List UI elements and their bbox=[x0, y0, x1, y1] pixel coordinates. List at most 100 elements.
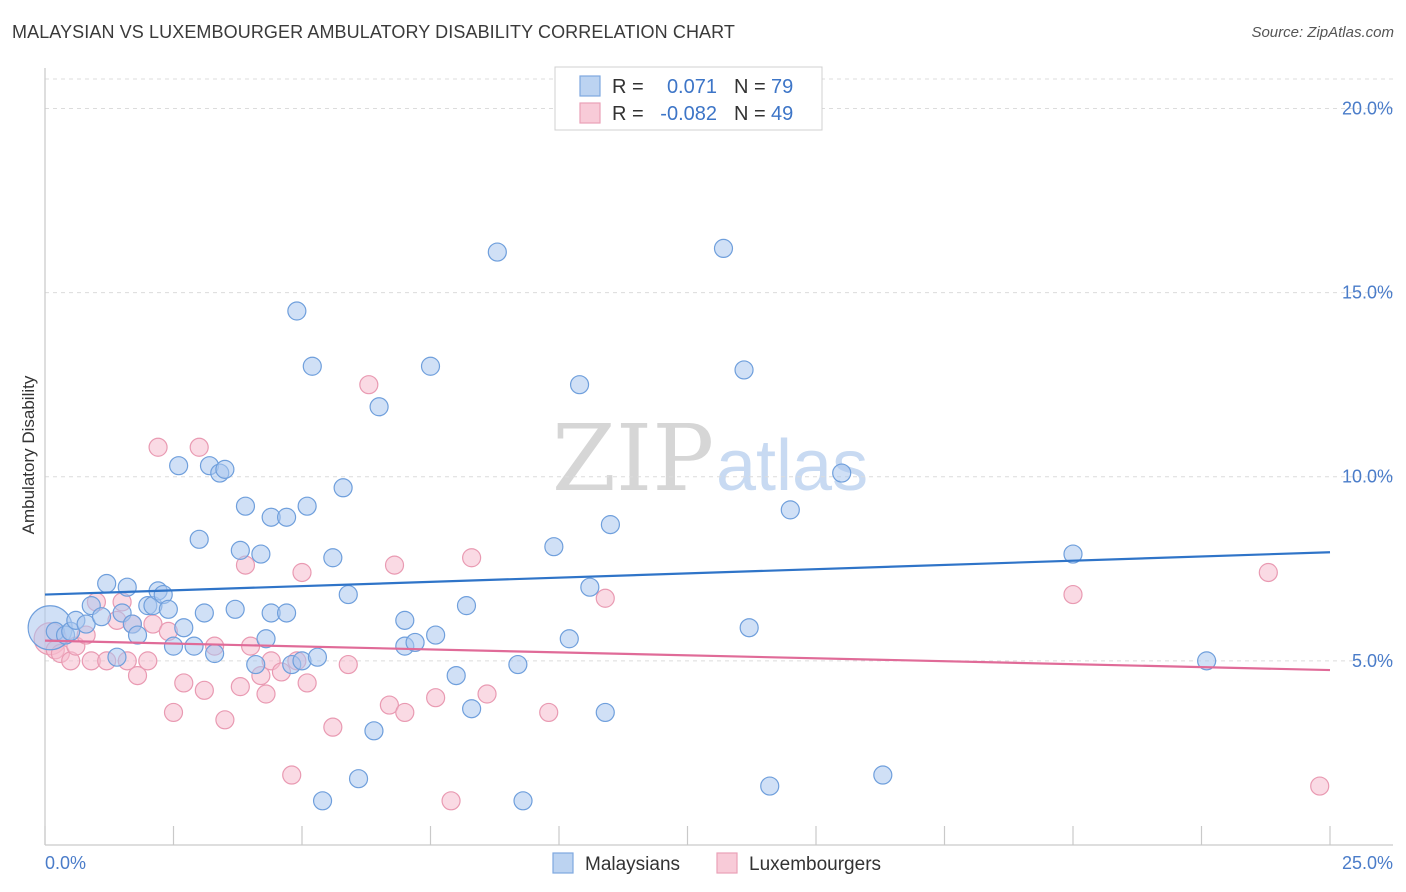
malaysians-point bbox=[446, 665, 466, 686]
malaysians-point bbox=[462, 699, 482, 719]
legend-n-label-2: N = bbox=[734, 103, 766, 125]
malaysians-point bbox=[97, 573, 117, 594]
luxembourgers-point bbox=[462, 548, 482, 568]
legend-n-value-2: 49 bbox=[771, 103, 793, 125]
malaysians-point bbox=[873, 765, 893, 785]
luxembourgers-point bbox=[323, 717, 343, 737]
luxembourgers-point bbox=[338, 654, 358, 675]
malaysians-point bbox=[1197, 651, 1217, 671]
luxembourgers-point bbox=[1063, 584, 1083, 605]
luxembourgers-point bbox=[230, 677, 250, 697]
luxembourgers-point bbox=[292, 562, 312, 583]
legend-r-label-2: R = bbox=[612, 103, 644, 125]
malaysians-point bbox=[600, 515, 621, 535]
malaysians-point bbox=[713, 238, 734, 259]
malaysians-point bbox=[364, 721, 384, 741]
legend-swatch-luxembourgers bbox=[579, 102, 601, 124]
malaysians-point bbox=[405, 632, 425, 653]
luxembourgers-point bbox=[477, 684, 497, 704]
malaysians-point bbox=[127, 625, 148, 645]
malaysians-point bbox=[426, 625, 446, 645]
malaysians-point bbox=[307, 647, 328, 667]
luxembourgers-point bbox=[1258, 562, 1278, 583]
malaysians-point bbox=[174, 618, 194, 638]
luxembourgers-point bbox=[282, 765, 302, 785]
stats-legend: R = 0.071 N = 79 R = -0.082 N = 49 bbox=[554, 66, 823, 131]
luxembourgers-point bbox=[127, 665, 148, 686]
malaysians-point bbox=[508, 654, 528, 675]
malaysians-point bbox=[1063, 544, 1083, 564]
malaysians-point bbox=[246, 654, 266, 675]
malaysians-point bbox=[76, 614, 96, 634]
luxembourgers-point bbox=[441, 791, 461, 811]
malaysians-point bbox=[513, 791, 533, 811]
chart-title: MALAYSIAN VS LUXEMBOURGER AMBULATORY DIS… bbox=[12, 22, 736, 42]
malaysians-point bbox=[739, 618, 759, 638]
malaysians-point bbox=[215, 459, 235, 479]
luxembourgers-point bbox=[297, 673, 317, 693]
malaysians-point bbox=[158, 599, 178, 619]
malaysians-point bbox=[832, 463, 852, 483]
luxembourgers-point bbox=[215, 710, 235, 730]
malaysians-point bbox=[302, 356, 322, 376]
malaysians-point bbox=[276, 603, 297, 623]
malaysians-point bbox=[117, 577, 137, 597]
malaysians-point bbox=[338, 584, 358, 605]
malaysians-point bbox=[544, 537, 564, 557]
luxembourgers-point bbox=[384, 555, 405, 575]
legend-n-label-1: N = bbox=[734, 76, 766, 98]
luxembourgers-point bbox=[138, 651, 158, 671]
malaysians-point bbox=[107, 647, 127, 667]
malaysians-point bbox=[287, 301, 307, 321]
malaysians-point bbox=[734, 360, 754, 380]
luxembourgers-point bbox=[1310, 776, 1330, 796]
source-attribution: Source: ZipAtlas.com bbox=[1251, 24, 1394, 41]
luxembourgers-point bbox=[163, 702, 184, 723]
series-legend-swatch-malaysians bbox=[552, 852, 574, 874]
y-tick-labels: 5.0% 10.0% 15.0% 20.0% bbox=[1342, 98, 1393, 670]
luxembourgers-point bbox=[174, 673, 194, 693]
luxembourgers-point bbox=[379, 695, 399, 715]
y-tick-label: 10.0% bbox=[1342, 467, 1393, 487]
legend-n-value-1: 79 bbox=[771, 76, 793, 98]
malaysians-point bbox=[184, 636, 204, 656]
series-legend: Malaysians Luxembourgers bbox=[552, 852, 881, 875]
y-tick-label: 15.0% bbox=[1342, 283, 1393, 303]
malaysians-point bbox=[323, 548, 343, 568]
malaysians-point bbox=[569, 375, 590, 395]
malaysians-point bbox=[205, 643, 225, 664]
malaysians-point bbox=[369, 397, 389, 417]
luxembourgers-point bbox=[426, 688, 446, 708]
watermark-zip: ZIP bbox=[552, 405, 714, 512]
legend-r-value-2: -0.082 bbox=[660, 103, 717, 125]
malaysians-point bbox=[760, 776, 780, 796]
y-tick-label: 5.0% bbox=[1352, 651, 1393, 671]
luxembourgers-trend-line bbox=[44, 639, 1331, 672]
luxembourgers-point bbox=[595, 588, 615, 608]
malaysians-points bbox=[27, 238, 1217, 811]
legend-swatch-malaysians bbox=[579, 75, 601, 97]
malaysians-point bbox=[189, 529, 209, 549]
malaysians-point bbox=[91, 607, 112, 627]
x-axis-ticks bbox=[44, 826, 1331, 845]
series-legend-label-luxembourgers: Luxembourgers bbox=[749, 854, 881, 875]
malaysians-point bbox=[595, 702, 615, 723]
malaysians-point bbox=[780, 500, 800, 520]
series-legend-label-malaysians: Malaysians bbox=[585, 854, 680, 875]
legend-r-value-1: 0.071 bbox=[667, 76, 717, 98]
y-axis-label: Ambulatory Disability bbox=[19, 375, 38, 534]
malaysians-trend-line bbox=[44, 551, 1331, 596]
malaysians-point bbox=[333, 478, 353, 498]
series-legend-swatch-luxembourgers bbox=[716, 852, 738, 874]
malaysians-point bbox=[256, 629, 276, 649]
luxembourgers-point bbox=[359, 375, 379, 395]
malaysians-point bbox=[297, 496, 317, 516]
malaysians-point bbox=[163, 636, 184, 656]
malaysians-point bbox=[251, 544, 271, 564]
luxembourgers-point bbox=[194, 680, 214, 700]
malaysians-point bbox=[225, 599, 245, 619]
malaysians-point bbox=[276, 507, 297, 527]
x-tick-label-max: 25.0% bbox=[1342, 853, 1393, 873]
malaysians-point bbox=[194, 603, 214, 623]
